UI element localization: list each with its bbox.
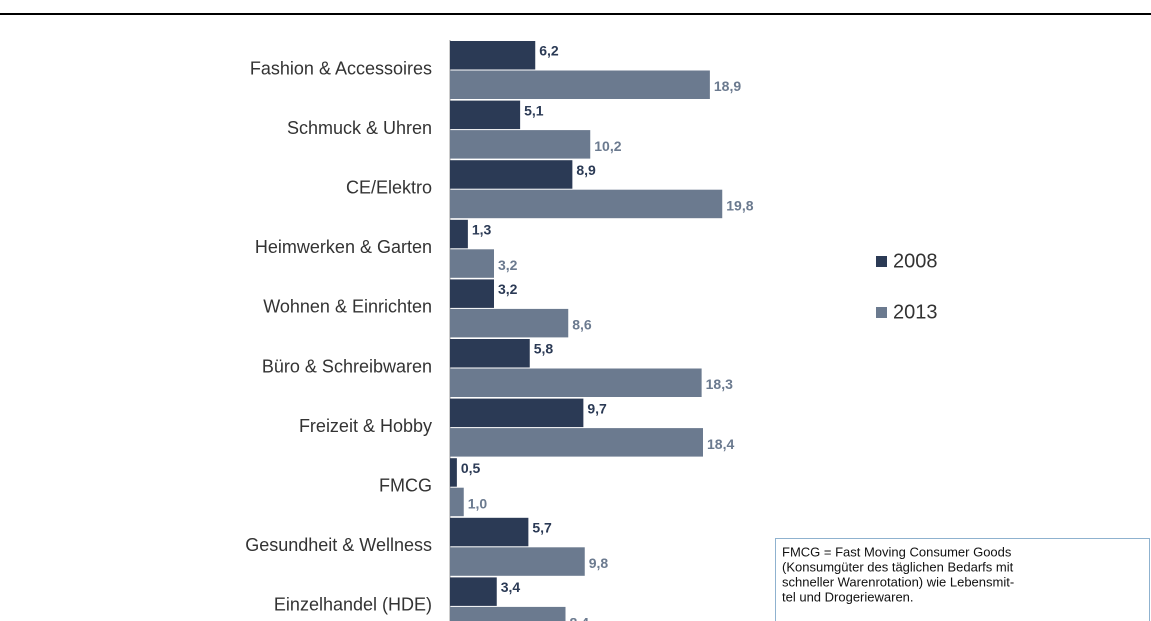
data-label: 19,8 [726, 197, 753, 213]
legend-label: 2008 [893, 250, 938, 272]
data-label: 1,0 [468, 495, 488, 511]
category-label: FMCG [379, 475, 432, 495]
bar [450, 249, 494, 278]
category-label: Einzelhandel (HDE) [274, 595, 432, 615]
data-label: 0,5 [461, 460, 481, 476]
bar [450, 308, 569, 338]
bar [450, 219, 468, 249]
note-line: schneller Warenrotation) wie Lebensmit- [782, 574, 1014, 589]
bar [450, 339, 530, 368]
data-label: 8,9 [576, 162, 596, 178]
bar [450, 606, 566, 621]
data-label: 5,8 [534, 341, 554, 357]
category-label: Schmuck & Uhren [287, 118, 432, 138]
category-label: Wohnen & Einrichten [263, 297, 432, 317]
category-label: Fashion & Accessoires [250, 58, 432, 78]
category-label: Freizeit & Hobby [299, 416, 432, 436]
bar [450, 458, 457, 487]
data-label: 3,4 [501, 579, 521, 595]
data-label: 18,3 [706, 376, 733, 392]
category-label: CE/Elektro [346, 177, 432, 197]
bar [450, 368, 702, 397]
data-label: 8,6 [572, 317, 592, 333]
data-label: 5,1 [524, 102, 544, 118]
bar [450, 398, 584, 428]
data-label: 3,2 [498, 257, 518, 273]
data-label: 6,2 [539, 43, 559, 59]
bar [450, 100, 521, 130]
category-label: Gesundheit & Wellness [245, 535, 432, 555]
data-label: 9,7 [587, 400, 607, 416]
data-label: 18,4 [707, 436, 734, 452]
bar [450, 160, 573, 189]
note-box [775, 538, 1150, 621]
bar [450, 487, 464, 517]
data-label: 18,9 [714, 78, 741, 94]
bar [450, 279, 494, 308]
data-label: 3,2 [498, 281, 518, 297]
bar [450, 577, 497, 606]
data-label: 8,4 [570, 615, 590, 621]
category-label: Heimwerken & Garten [255, 237, 432, 257]
note-line: tel und Drogeriewaren. [782, 589, 914, 604]
legend-swatch [876, 307, 887, 318]
data-label: 9,8 [589, 555, 609, 571]
data-label: 5,7 [532, 520, 552, 536]
category-label: Büro & Schreibwaren [262, 356, 432, 376]
bar [450, 547, 585, 576]
bar [450, 517, 529, 547]
note-line: FMCG = Fast Moving Consumer Goods [782, 544, 1012, 559]
bar [450, 428, 703, 457]
legend-label: 2013 [893, 301, 938, 323]
bar [450, 189, 723, 219]
bar [450, 70, 710, 99]
bar [450, 41, 536, 70]
legend-swatch [876, 256, 887, 267]
data-label: 10,2 [594, 138, 621, 154]
data-label: 1,3 [472, 222, 492, 238]
bar [450, 130, 591, 159]
note-line: (Konsumgüter des täglichen Bedarfs mit [782, 559, 1014, 574]
